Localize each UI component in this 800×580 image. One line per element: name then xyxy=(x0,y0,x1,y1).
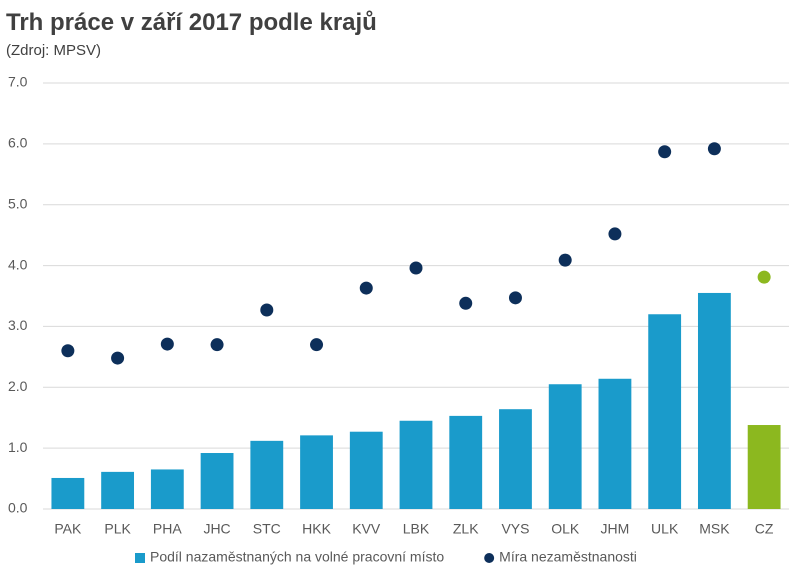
x-tick-label: STC xyxy=(253,521,281,537)
y-tick-label: 6.0 xyxy=(8,135,28,151)
y-tick-label: 1.0 xyxy=(8,439,28,455)
bar xyxy=(51,477,85,509)
y-tick-label: 2.0 xyxy=(8,378,28,394)
bar xyxy=(101,471,135,509)
bar xyxy=(697,292,731,509)
bar xyxy=(648,314,682,509)
bar xyxy=(548,384,582,509)
bar xyxy=(250,440,284,509)
dot xyxy=(260,303,274,317)
x-tick-label: MSK xyxy=(699,521,730,537)
x-tick-label: PAK xyxy=(54,521,82,537)
x-tick-label: JHM xyxy=(601,521,630,537)
x-tick-label: ZLK xyxy=(453,521,479,537)
bar xyxy=(300,435,333,509)
bar xyxy=(150,469,184,509)
bar xyxy=(399,420,433,509)
dot xyxy=(508,291,522,305)
x-tick-label: LBK xyxy=(403,521,430,537)
dot xyxy=(757,270,771,284)
legend-label: Míra nezaměstnanosti xyxy=(499,549,637,565)
chart-title: Trh práce v září 2017 podle krajů xyxy=(6,9,377,36)
y-tick-label: 5.0 xyxy=(8,195,28,211)
bar xyxy=(598,378,632,509)
dot xyxy=(658,145,672,159)
dot xyxy=(707,142,721,156)
legend-swatch xyxy=(484,553,495,563)
legend-swatch xyxy=(135,553,145,563)
bar xyxy=(499,409,532,509)
bar xyxy=(349,431,383,509)
y-tick-label: 3.0 xyxy=(8,317,28,333)
dot xyxy=(608,227,622,241)
y-tick-label: 7.0 xyxy=(8,74,28,90)
chart-subtitle: (Zdroj: MPSV) xyxy=(6,42,101,59)
x-tick-label: PHA xyxy=(153,521,182,537)
y-tick-label: 0.0 xyxy=(8,500,28,516)
bar xyxy=(747,425,781,509)
dot xyxy=(111,351,125,365)
dot xyxy=(409,261,423,275)
bar xyxy=(200,453,234,509)
bar xyxy=(449,415,483,509)
x-tick-label: HKK xyxy=(302,521,331,537)
dot xyxy=(558,253,572,267)
dot xyxy=(61,344,75,358)
x-tick-label: CZ xyxy=(755,521,774,537)
legend-label: Podíl nazaměstnaných na volné pracovní m… xyxy=(150,549,444,565)
x-tick-label: VYS xyxy=(501,521,529,537)
x-tick-label: JHC xyxy=(203,521,230,537)
y-tick-label: 4.0 xyxy=(8,256,28,272)
dot xyxy=(160,337,174,351)
dot xyxy=(359,281,373,295)
x-tick-label: ULK xyxy=(651,521,679,537)
x-tick-label: OLK xyxy=(551,521,580,537)
x-tick-label: KVV xyxy=(352,521,381,537)
dot xyxy=(210,338,224,352)
dot xyxy=(459,296,473,310)
x-tick-label: PLK xyxy=(104,521,131,537)
dot xyxy=(310,338,324,352)
